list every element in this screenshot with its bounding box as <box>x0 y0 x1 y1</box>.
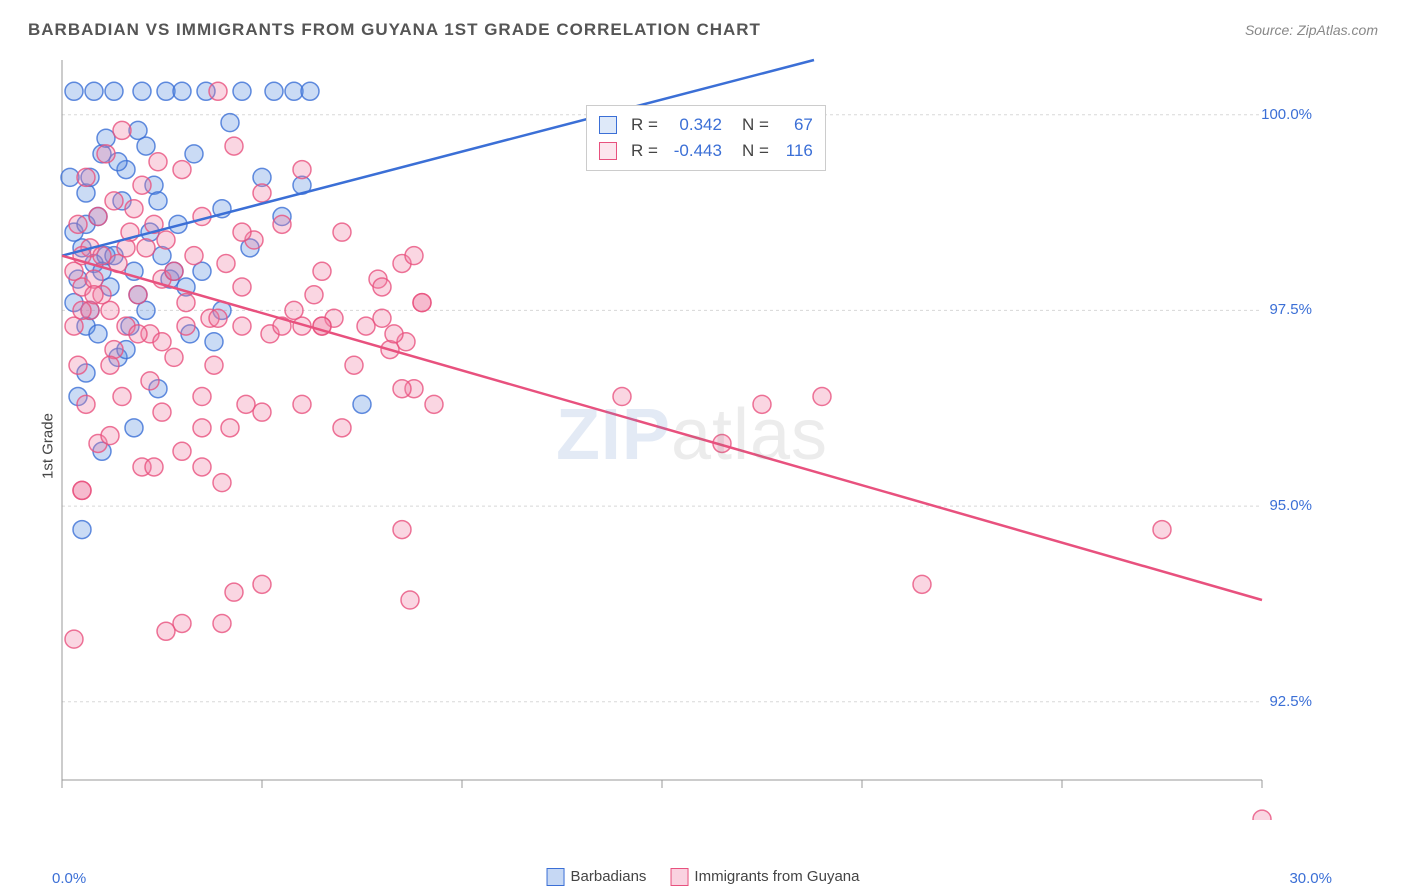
legend-item: Barbadians <box>547 868 647 886</box>
y-tick-label: 95.0% <box>1269 497 1312 514</box>
series-legend: Barbadians Immigrants from Guyana <box>547 868 860 886</box>
n-value: 67 <box>777 112 813 138</box>
legend-swatch <box>599 116 617 134</box>
correlation-row: R = 0.342 N = 67 <box>599 112 813 138</box>
y-tick-label: 97.5% <box>1269 301 1312 318</box>
plot-container: ZIPatlas R =0.342N =67R =-0.443N =116 92… <box>52 50 1332 820</box>
source-label: Source: ZipAtlas.com <box>1245 22 1378 38</box>
y-tick-label: 92.5% <box>1269 693 1312 710</box>
y-tick-label: 100.0% <box>1261 106 1312 123</box>
n-label: N = <box>742 112 769 138</box>
r-label: R = <box>631 138 658 164</box>
correlation-row: R = -0.443 N = 116 <box>599 138 813 164</box>
correlation-legend: R = 0.342 N = 67 R = -0.443 N = 116 <box>586 105 826 171</box>
r-label: R = <box>631 112 658 138</box>
r-value: 0.342 <box>666 112 722 138</box>
legend-label: Barbadians <box>571 868 647 885</box>
x-axis-max: 30.0% <box>1289 870 1332 887</box>
y-axis-label: 1st Grade <box>39 413 56 479</box>
x-axis-min: 0.0% <box>52 870 86 887</box>
r-value: -0.443 <box>666 138 722 164</box>
n-label: N = <box>742 138 769 164</box>
legend-item: Immigrants from Guyana <box>670 868 859 886</box>
chart-title: BARBADIAN VS IMMIGRANTS FROM GUYANA 1ST … <box>28 20 761 40</box>
legend-label: Immigrants from Guyana <box>694 868 859 885</box>
legend-swatch <box>599 142 617 160</box>
legend-swatch <box>547 868 565 886</box>
n-value: 116 <box>777 138 813 164</box>
legend-swatch <box>670 868 688 886</box>
